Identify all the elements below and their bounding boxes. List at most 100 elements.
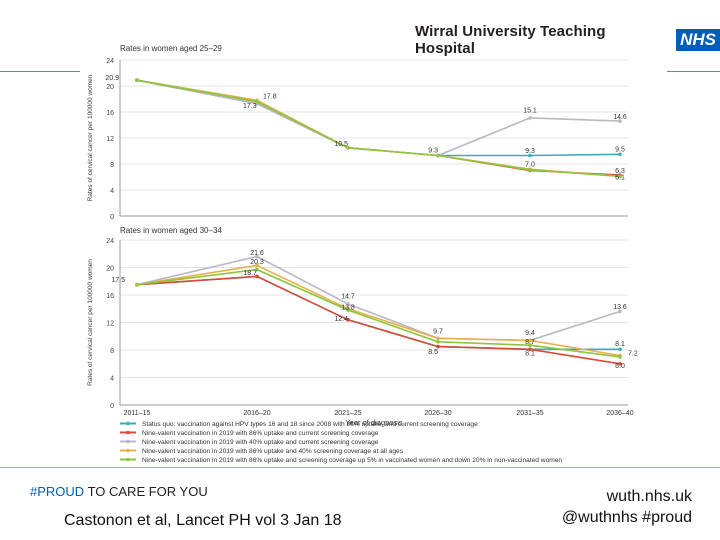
y-tick-label: 16 — [106, 110, 114, 117]
data-point — [346, 302, 350, 306]
data-point — [346, 146, 350, 150]
data-label: 7.2 — [628, 351, 638, 358]
y-tick-label: 20 — [106, 84, 114, 91]
data-label: 13.6 — [613, 304, 627, 311]
website-text: wuth.nhs.uk — [606, 488, 692, 505]
data-label: 14.6 — [613, 114, 627, 121]
legend-text: Nine-valent vaccination in 2019 with 86%… — [142, 457, 562, 464]
y-tick-label: 20 — [106, 266, 114, 273]
series-line — [136, 79, 621, 157]
data-label: 9.7 — [433, 329, 443, 336]
data-label: 21.6 — [250, 250, 264, 257]
y-tick-label: 8 — [110, 348, 114, 355]
legend-marker — [126, 421, 130, 426]
data-point — [618, 174, 622, 179]
figure-panel: Rates in women aged 25–29 0 4 8 12 16 20 24 Rate… — [80, 40, 670, 470]
header-rule-left — [0, 71, 80, 72]
data-label: 8.5 — [428, 349, 438, 356]
data-point — [436, 336, 440, 341]
data-label: 6.0 — [615, 363, 625, 370]
data-point — [255, 267, 259, 272]
legend-marker — [126, 448, 130, 453]
data-point — [618, 347, 622, 352]
data-point — [618, 362, 622, 366]
y-tick-label: 0 — [110, 214, 114, 221]
x-tick-label: 2031–35 — [516, 410, 543, 417]
x-tick-label: 2011–15 — [124, 410, 151, 417]
legend-marker — [126, 439, 130, 444]
x-tick-label: 2036–40 — [606, 410, 633, 417]
data-point — [528, 116, 532, 120]
x-axis-label: Year of diagnosis — [345, 418, 403, 427]
data-point — [618, 119, 622, 123]
y-tick-label: 24 — [106, 238, 114, 245]
data-point — [255, 263, 259, 268]
data-point — [618, 355, 622, 359]
x-tick-label: 2026–30 — [424, 410, 451, 417]
x-tick-label: 2016–20 — [243, 410, 270, 417]
data-point — [255, 99, 259, 104]
data-point — [528, 168, 532, 172]
y-tick-label: 12 — [106, 321, 114, 328]
data-label: 9.3 — [525, 148, 535, 155]
data-label: 20.9 — [105, 75, 119, 82]
data-label: 20.3 — [250, 259, 264, 266]
x-tick-label: 2021–25 — [334, 410, 361, 417]
y-tick-label: 16 — [106, 293, 114, 300]
data-point — [436, 153, 440, 158]
data-point — [135, 282, 139, 287]
data-point — [346, 308, 350, 312]
hospital-header: Wirral University Teaching Hospital NHS — [415, 23, 720, 57]
legend-text: Nine-valent vaccination in 2019 with 40%… — [142, 439, 379, 446]
data-point — [135, 78, 139, 82]
data-point — [255, 274, 259, 279]
data-label: 6.3 — [615, 168, 625, 175]
data-point — [528, 338, 532, 343]
series-line — [136, 275, 621, 365]
data-label: 17.5 — [111, 277, 125, 284]
social-handle-text: @wuthnhs #proud — [561, 509, 692, 526]
y-axis-label: Rates of cervical cancer per 100000 wome… — [87, 259, 94, 386]
legend-marker — [126, 457, 130, 462]
data-label: 10.5 — [334, 141, 348, 148]
data-label: 9.4 — [525, 330, 535, 337]
series-line — [136, 275, 620, 351]
data-label: 9.3 — [428, 147, 438, 154]
y-tick-label: 0 — [110, 403, 114, 410]
data-label: 8.7 — [525, 339, 535, 346]
proud-hashtag: #PROUD — [30, 484, 85, 499]
data-point — [618, 309, 622, 314]
hospital-name: Wirral University Teaching Hospital — [415, 23, 606, 57]
legend-text: Nine-valent vaccination in 2019 with 86%… — [142, 430, 379, 437]
data-point — [528, 343, 532, 348]
proud-tagline: #PROUD TO CARE FOR YOU — [30, 484, 208, 499]
data-label: 9.5 — [615, 147, 625, 154]
panel-title: Rates in women aged 25–29 — [120, 44, 222, 53]
y-tick-label: 24 — [106, 58, 114, 65]
data-label: 6.1 — [615, 175, 625, 182]
legend-text: Nine-valent vaccination in 2019 with 86%… — [142, 448, 404, 455]
data-point — [528, 347, 532, 352]
series-line — [136, 79, 621, 178]
header-rule-right — [667, 71, 720, 72]
data-label: 18.7 — [243, 270, 257, 277]
series-line — [136, 268, 621, 358]
data-label: 7.0 — [525, 162, 535, 169]
y-axis-label: Rates of cervical cancer per 100000 wome… — [87, 74, 94, 201]
data-point — [436, 340, 440, 344]
data-point — [346, 318, 350, 322]
data-point — [618, 152, 622, 157]
contact-block: wuth.nhs.uk @wuthnhs #proud — [562, 486, 692, 528]
data-label: 8.1 — [615, 341, 625, 348]
panel-title: Rates in women aged 30–34 — [120, 226, 222, 235]
y-tick-label: 12 — [106, 136, 114, 143]
y-tick-label: 8 — [110, 162, 114, 169]
data-label: 14.7 — [341, 293, 355, 300]
data-point — [528, 153, 532, 158]
y-tick-label: 4 — [110, 188, 114, 195]
cervical-cancer-rates-figure: Rates in women aged 25–29 0 4 8 12 16 20 24 Rate… — [87, 44, 638, 464]
nhs-logo: NHS — [676, 29, 720, 51]
data-point — [436, 344, 440, 349]
legend-marker — [126, 430, 130, 435]
data-label: 15.1 — [523, 108, 537, 115]
